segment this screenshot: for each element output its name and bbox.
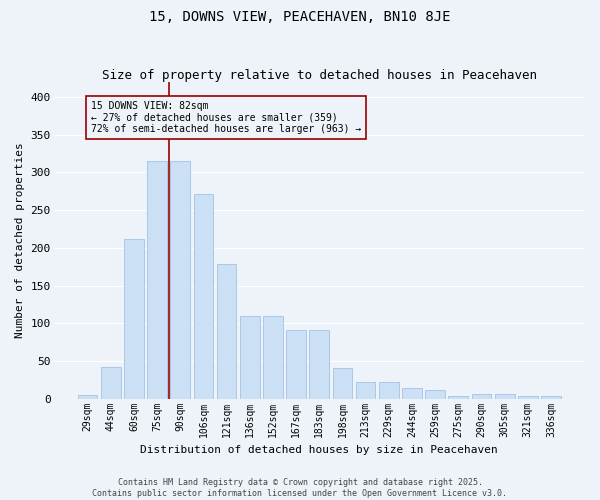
Bar (124, 239, 144, 398)
Bar (194, 194, 213, 398)
Bar (541, 396, 561, 398)
Bar (518, 396, 538, 398)
Bar (240, 316, 260, 398)
Y-axis label: Number of detached properties: Number of detached properties (15, 142, 25, 338)
Bar (425, 390, 445, 398)
Bar (310, 330, 329, 398)
Bar (356, 382, 376, 398)
Bar (217, 264, 236, 398)
Bar (448, 396, 468, 398)
Title: Size of property relative to detached houses in Peacehaven: Size of property relative to detached ho… (102, 69, 537, 82)
Bar (101, 367, 121, 398)
Bar (263, 316, 283, 398)
Bar (379, 382, 398, 398)
Bar (495, 394, 515, 398)
Bar (170, 161, 190, 398)
Bar (78, 395, 97, 398)
Bar (332, 368, 352, 398)
Text: Contains HM Land Registry data © Crown copyright and database right 2025.
Contai: Contains HM Land Registry data © Crown c… (92, 478, 508, 498)
Text: 15, DOWNS VIEW, PEACEHAVEN, BN10 8JE: 15, DOWNS VIEW, PEACEHAVEN, BN10 8JE (149, 10, 451, 24)
Text: 15 DOWNS VIEW: 82sqm
← 27% of detached houses are smaller (359)
72% of semi-deta: 15 DOWNS VIEW: 82sqm ← 27% of detached h… (91, 101, 361, 134)
Bar (147, 161, 167, 398)
Bar (402, 388, 422, 398)
X-axis label: Distribution of detached houses by size in Peacehaven: Distribution of detached houses by size … (140, 445, 498, 455)
Bar (286, 330, 306, 398)
Bar (472, 394, 491, 398)
